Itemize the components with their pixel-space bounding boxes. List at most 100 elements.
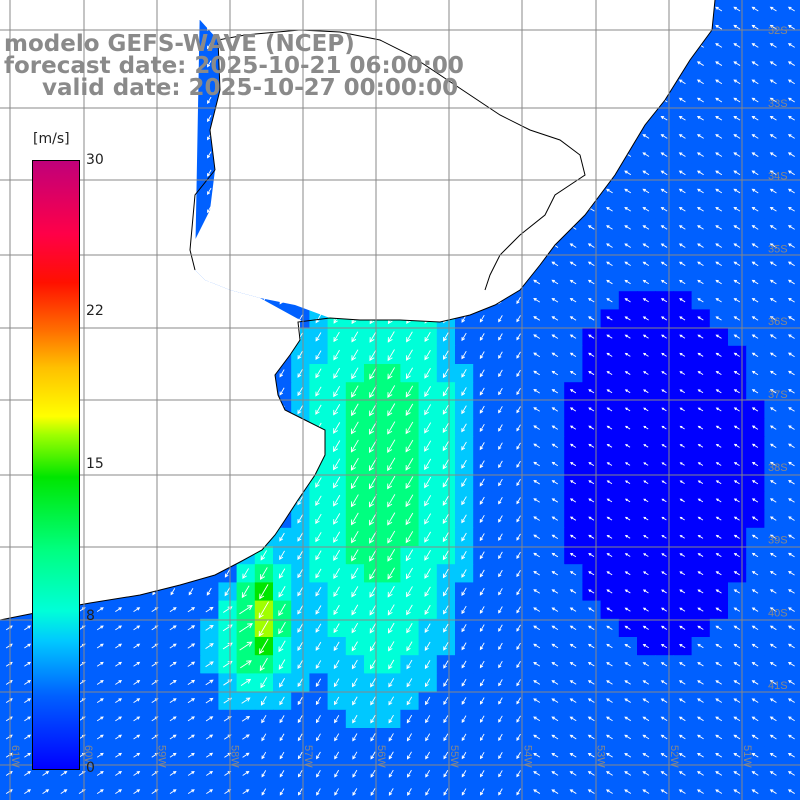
wind-arrow [715, 261, 722, 267]
wind-arrow [569, 680, 577, 685]
wind-arrow [769, 279, 777, 285]
wind-arrow [187, 698, 196, 704]
wind-arrow [479, 551, 485, 560]
wind-arrow [424, 605, 431, 615]
wind-arrow [715, 371, 722, 376]
wind-arrow [351, 567, 359, 580]
wind-arrow [461, 514, 467, 524]
longitude-label: 57W [302, 745, 314, 768]
wind-arrow [205, 643, 214, 649]
wind-arrow [715, 334, 722, 339]
wind-arrow [370, 788, 376, 796]
wind-arrow [679, 444, 685, 448]
wind-arrow [643, 480, 649, 484]
wind-arrow [679, 643, 686, 649]
wind-arrow [334, 769, 340, 778]
wind-arrow [788, 480, 795, 485]
wind-arrow [334, 696, 340, 706]
wind-arrow [461, 332, 467, 342]
wind-arrow [207, 151, 212, 159]
wind-arrow [715, 498, 722, 503]
wind-arrow [624, 261, 631, 267]
wind-arrow [406, 641, 413, 652]
wind-arrow [660, 243, 668, 248]
wind-arrow [207, 96, 212, 104]
wind-arrow [606, 298, 613, 303]
wind-arrow [733, 115, 741, 121]
wind-arrow [461, 350, 467, 360]
wind-arrow [551, 352, 559, 358]
wind-arrow [405, 512, 414, 526]
wind-arrow [569, 243, 577, 248]
wind-arrow [769, 24, 777, 30]
wind-arrow [569, 462, 577, 467]
wind-arrow [387, 439, 396, 453]
wind-arrow [769, 298, 777, 303]
wind-arrow [715, 716, 723, 722]
wind-arrow [751, 662, 759, 667]
wind-arrow [24, 698, 32, 704]
wind-arrow [769, 789, 777, 794]
wind-arrow [569, 316, 577, 321]
wind-arrow [588, 425, 595, 430]
latitude-label: 40S [768, 607, 788, 619]
wind-arrow [697, 680, 704, 685]
wind-arrow [516, 297, 521, 305]
longitude-label: 59W [155, 745, 167, 768]
wind-arrow [406, 751, 412, 760]
wind-arrow [315, 623, 322, 633]
wind-arrow [405, 458, 414, 471]
wind-arrow [624, 243, 631, 248]
wind-arrow [715, 771, 723, 776]
wind-arrow [733, 534, 740, 539]
wind-arrow [769, 352, 777, 358]
wind-arrow [350, 494, 359, 508]
wind-cell [600, 782, 620, 800]
wind-arrow [425, 696, 431, 706]
wind-arrow [315, 513, 322, 525]
wind-arrow [715, 698, 722, 703]
wind-arrow [587, 734, 595, 740]
wind-arrow [661, 553, 667, 557]
wind-arrow [751, 352, 759, 357]
wind-arrow [733, 462, 740, 467]
wind-arrow [498, 588, 503, 596]
wind-arrow [751, 298, 759, 303]
wind-arrow [551, 261, 559, 267]
wind-arrow [405, 367, 414, 380]
wind-arrow [207, 169, 212, 177]
wind-arrow [387, 622, 395, 634]
wind-arrow [169, 661, 177, 667]
model-title: modelo GEFS-WAVE (NCEP) [4, 31, 355, 57]
wind-arrow [461, 642, 467, 651]
wind-arrow [533, 407, 540, 412]
wind-arrow [461, 678, 467, 687]
wind-arrow [696, 79, 704, 85]
wind-arrow [333, 604, 340, 616]
wind-arrow [788, 607, 795, 612]
wind-arrow [787, 625, 795, 631]
wind-arrow [751, 134, 759, 139]
wind-arrow [679, 480, 685, 484]
wind-arrow [387, 349, 395, 362]
wind-arrow [498, 751, 503, 760]
wind-arrow [333, 513, 341, 525]
wind-arrow [606, 480, 613, 485]
wind-arrow [660, 789, 668, 794]
wind-arrow [188, 588, 194, 596]
wind-arrow [461, 441, 467, 451]
wind-arrow [624, 643, 631, 649]
wind-arrow [405, 476, 414, 489]
wind-arrow [461, 478, 467, 488]
wind-arrow [697, 534, 704, 539]
wind-cell [782, 145, 800, 165]
wind-arrow [751, 188, 759, 194]
wind-arrow [443, 623, 449, 633]
wind-arrow [315, 586, 322, 597]
wind-arrow [533, 607, 541, 612]
wind-arrow [370, 769, 376, 778]
wind-arrow [369, 403, 378, 417]
wind-arrow [788, 571, 795, 576]
wind-arrow [516, 661, 521, 669]
wind-arrow [498, 315, 503, 323]
